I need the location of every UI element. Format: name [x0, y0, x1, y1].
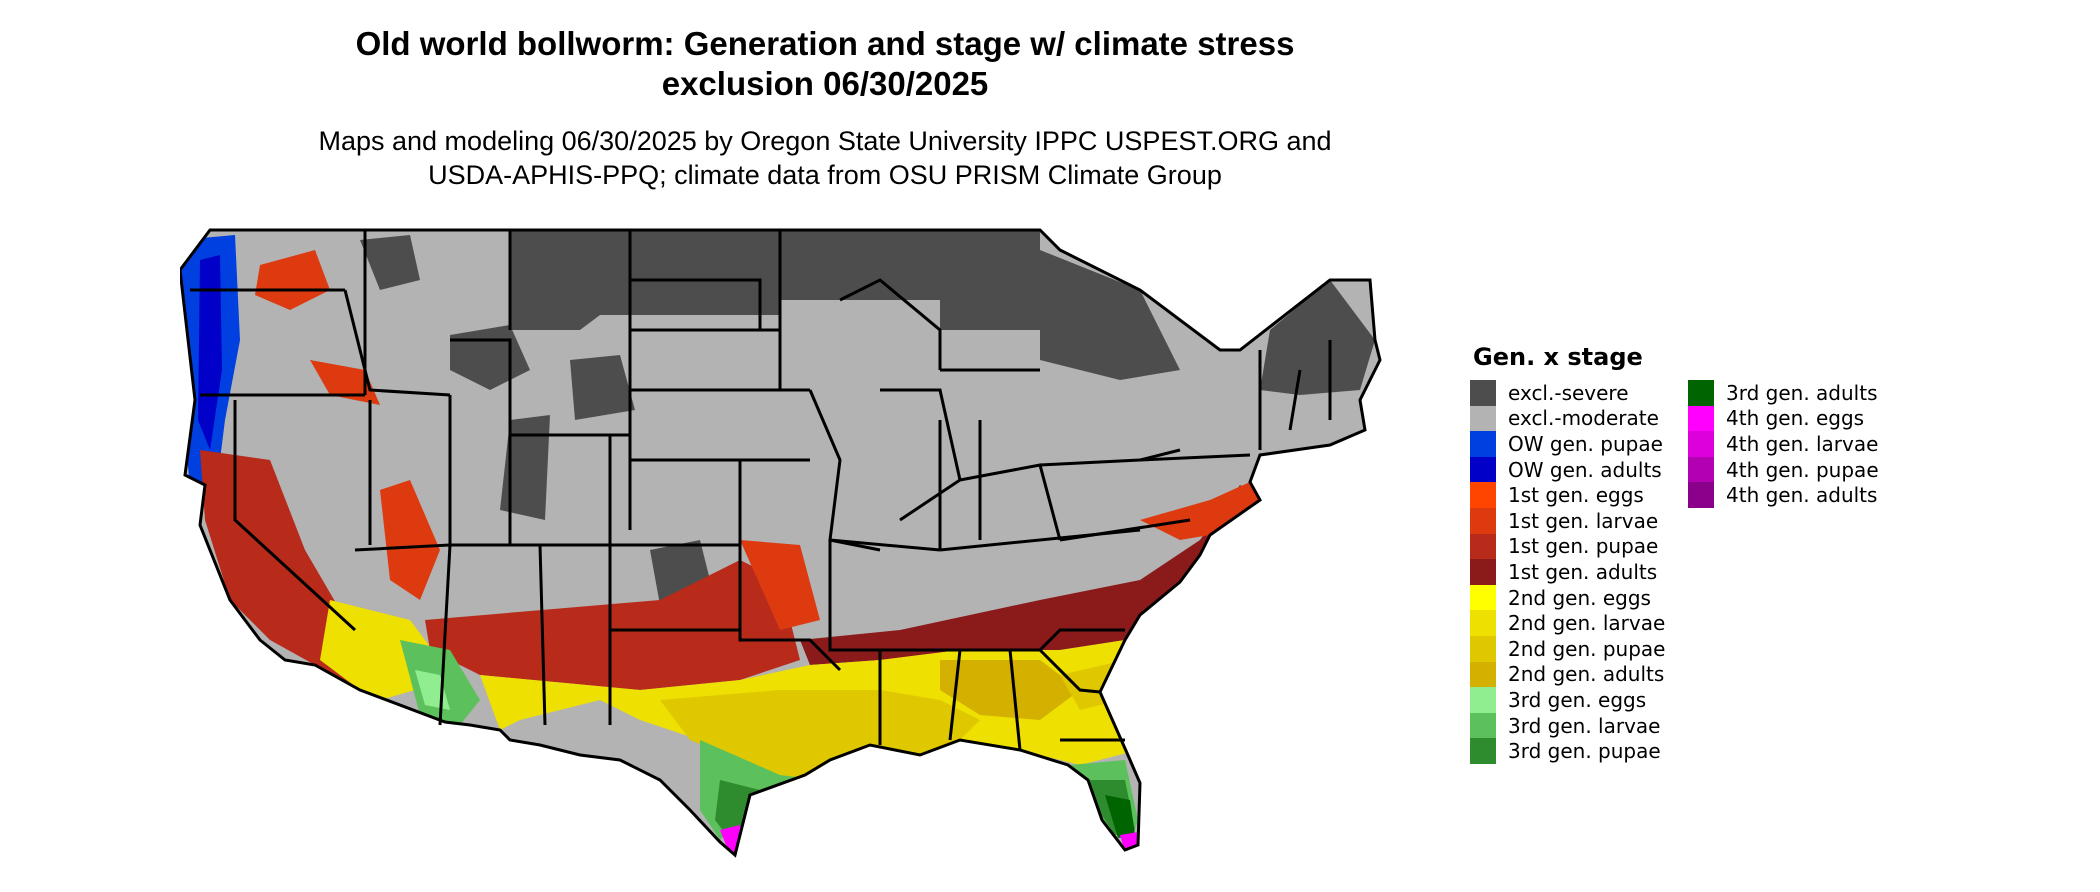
legend-swatch	[1470, 405, 1496, 432]
subtitle-line-1: Maps and modeling 06/30/2025 by Oregon S…	[318, 126, 1332, 156]
legend-item: 1st gen. adults	[1470, 559, 1688, 585]
legend-label: excl.-severe	[1508, 380, 1629, 405]
subtitle-line-2: USDA-APHIS-PPQ; climate data from OSU PR…	[428, 160, 1222, 190]
legend-swatch	[1470, 738, 1496, 764]
legend-label: excl.-moderate	[1508, 406, 1659, 431]
legend-item: 4th gen. pupae	[1688, 456, 1906, 483]
legend-label: OW gen. pupae	[1508, 431, 1663, 456]
legend-label: 3rd gen. eggs	[1508, 687, 1647, 712]
map-title: Old world bollworm: Generation and stage…	[232, 24, 1418, 104]
legend-label: 4th gen. adults	[1726, 483, 1878, 508]
legend-item: OW gen. adults	[1470, 456, 1688, 483]
title-line-1: Old world bollworm: Generation and stage…	[355, 25, 1295, 62]
legend-label: 3rd gen. larvae	[1508, 713, 1661, 738]
legend-swatch	[1470, 712, 1496, 739]
legend-label: 2nd gen. adults	[1508, 662, 1665, 687]
legend-item: excl.-severe	[1470, 380, 1688, 406]
legend-item: 1st gen. eggs	[1470, 482, 1688, 508]
legend-swatch	[1470, 687, 1496, 713]
legend-item: 1st gen. pupae	[1470, 533, 1688, 560]
legend-title: Gen. x stage	[1473, 343, 1643, 371]
legend-label: 4th gen. pupae	[1726, 457, 1879, 482]
legend-label: 2nd gen. pupae	[1508, 636, 1666, 661]
title-line-2: exclusion 06/30/2025	[661, 65, 989, 102]
legend-swatch	[1470, 610, 1496, 636]
legend-swatch	[1470, 482, 1496, 508]
us-stage-map	[180, 228, 1382, 858]
legend-item: 3rd gen. adults	[1688, 380, 1906, 406]
legend: Gen. x stage excl.-severe excl.-moderate O…	[1470, 342, 1930, 764]
legend-item: OW gen. pupae	[1470, 431, 1688, 457]
legend-label: 1st gen. larvae	[1508, 508, 1659, 533]
legend-label: 4th gen. eggs	[1726, 406, 1865, 431]
legend-item: 2nd gen. pupae	[1470, 635, 1688, 662]
legend-swatch	[1688, 405, 1714, 432]
legend-label: 4th gen. larvae	[1726, 431, 1879, 456]
legend-swatch	[1688, 380, 1714, 406]
legend-label: 1st gen. eggs	[1508, 483, 1644, 508]
legend-label: 2nd gen. eggs	[1508, 585, 1651, 610]
legend-item: 3rd gen. pupae	[1470, 738, 1688, 764]
legend-swatch	[1688, 482, 1714, 508]
legend-label: 1st gen. adults	[1508, 559, 1658, 584]
legend-item: 4th gen. adults	[1688, 482, 1906, 508]
legend-item: 1st gen. larvae	[1470, 507, 1688, 534]
legend-label: OW gen. adults	[1508, 457, 1662, 482]
map-subtitle: Maps and modeling 06/30/2025 by Oregon S…	[232, 124, 1418, 192]
legend-swatch	[1470, 584, 1496, 611]
legend-item: excl.-moderate	[1470, 405, 1688, 432]
legend-label: 3rd gen. pupae	[1508, 739, 1661, 764]
legend-swatch	[1470, 559, 1496, 585]
legend-swatch	[1470, 507, 1496, 534]
legend-item: 2nd gen. adults	[1470, 661, 1688, 688]
legend-swatch	[1470, 661, 1496, 688]
legend-swatch	[1470, 533, 1496, 560]
legend-columns: excl.-severe excl.-moderate OW gen. pupae O…	[1470, 380, 1930, 764]
legend-column-2: 3rd gen. adults 4th gen. eggs 4th gen. lar…	[1688, 380, 1906, 764]
legend-item: 3rd gen. larvae	[1470, 712, 1688, 739]
legend-label: 1st gen. pupae	[1508, 534, 1659, 559]
legend-item: 4th gen. larvae	[1688, 431, 1906, 457]
legend-item: 3rd gen. eggs	[1470, 687, 1688, 713]
legend-swatch	[1470, 380, 1496, 406]
legend-swatch	[1470, 635, 1496, 662]
legend-swatch	[1688, 456, 1714, 483]
legend-swatch	[1470, 431, 1496, 457]
title-block: Old world bollworm: Generation and stage…	[232, 24, 1418, 192]
state-boundaries	[180, 228, 1382, 858]
legend-item: 2nd gen. eggs	[1470, 584, 1688, 611]
legend-item: 2nd gen. larvae	[1470, 610, 1688, 636]
legend-label: 3rd gen. adults	[1726, 380, 1878, 405]
legend-item: 4th gen. eggs	[1688, 405, 1906, 432]
legend-swatch	[1470, 456, 1496, 483]
legend-swatch	[1688, 431, 1714, 457]
legend-column-1: excl.-severe excl.-moderate OW gen. pupae O…	[1470, 380, 1688, 764]
legend-label: 2nd gen. larvae	[1508, 611, 1666, 636]
